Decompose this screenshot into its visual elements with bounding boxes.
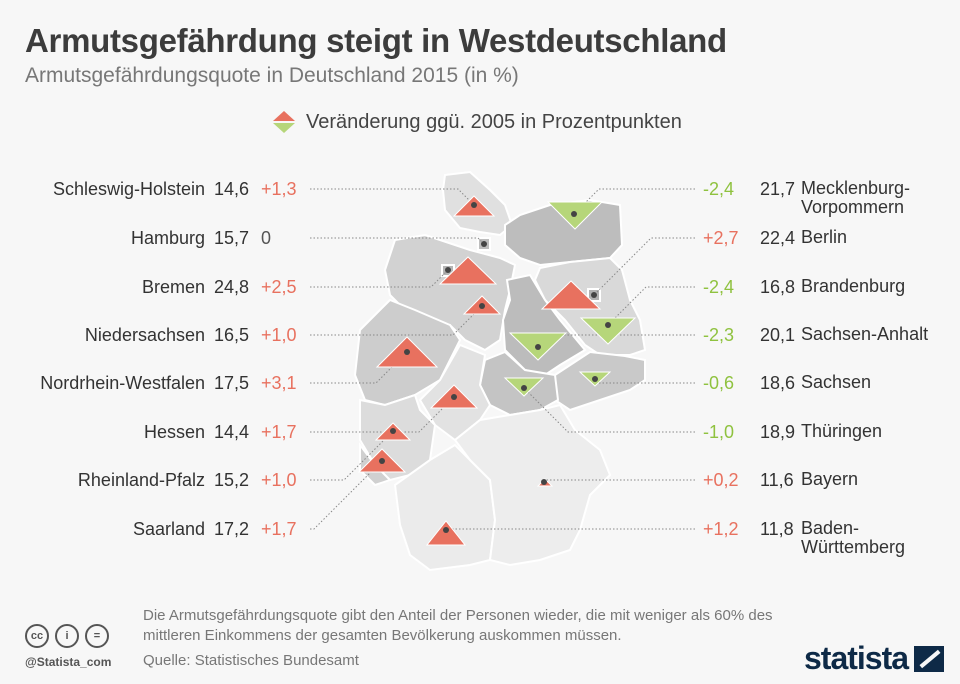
change-value: +1,7 [261, 519, 297, 539]
by-icon: i [55, 624, 79, 648]
poverty-rate: 15,7 [214, 228, 250, 248]
state-name: Sachsen-Anhalt [801, 324, 929, 344]
poverty-rate: 20,1 [760, 325, 796, 345]
poverty-rate: 22,4 [760, 228, 796, 248]
change-value: +2,5 [261, 277, 297, 297]
leader-line [310, 237, 485, 245]
leader-line [310, 269, 449, 288]
state-name: Hessen [143, 422, 205, 442]
change-value: 0 [261, 228, 272, 248]
state-dot [571, 211, 577, 217]
leader-line [607, 286, 695, 326]
poverty-rate: 21,7 [760, 179, 796, 199]
state-dot [445, 267, 451, 273]
legend-label: Veränderung ggü. 2005 in Prozentpunkten [306, 110, 682, 133]
change-value: +1,3 [261, 179, 297, 199]
state-dot [535, 344, 541, 350]
change-value: -1,0 [703, 422, 735, 442]
poverty-rate: 17,5 [214, 373, 250, 393]
poverty-rate: 14,4 [214, 422, 250, 442]
change-value: -0,6 [703, 373, 735, 393]
logo-text: statista [804, 640, 909, 676]
state-dot [521, 385, 527, 391]
poverty-rate: 11,8 [760, 519, 794, 539]
subtitle: Armutsgefährdungsquote in Deutschland 20… [25, 64, 519, 87]
license-icons: cc i = [25, 624, 109, 648]
change-value: -2,4 [703, 277, 735, 297]
source: Quelle: Statistisches Bundesamt [143, 652, 359, 669]
state-region-by [453, 403, 612, 567]
state-name: Hamburg [130, 228, 205, 248]
state-dot [591, 292, 597, 298]
change-value: +3,1 [261, 373, 297, 393]
poverty-rate: 11,6 [760, 470, 794, 490]
change-value: +2,7 [703, 228, 739, 248]
leader-line [310, 430, 394, 481]
state-dot [481, 241, 487, 247]
logo-mark-icon [914, 645, 945, 672]
poverty-rate: 16,8 [760, 277, 796, 297]
state-dot [443, 527, 449, 533]
poverty-rate: 15,2 [214, 470, 250, 490]
state-name: Sachsen [801, 372, 872, 392]
legend-triangle-icon [273, 111, 295, 133]
page-title: Armutsgefährdung steigt in Westdeutschla… [25, 22, 727, 59]
state-name: Niedersachsen [84, 325, 205, 345]
state-dot [379, 458, 385, 464]
increase-triangle [438, 256, 498, 285]
legend: Veränderung ggü. 2005 in Prozentpunkten [272, 110, 682, 134]
change-value: +1,2 [703, 519, 739, 539]
state-name: Rheinland-Pfalz [77, 470, 205, 490]
statista-logo[interactable]: statista [804, 640, 945, 677]
state-name: Mecklenburg- Vorpommern [801, 178, 911, 217]
change-value: -2,3 [703, 325, 735, 345]
leader-line [593, 237, 695, 296]
footnote: Die Armutsgefährdungsquote gibt den Ante… [143, 607, 773, 644]
state-name: Brandenburg [801, 276, 906, 296]
change-value: -2,4 [703, 179, 735, 199]
state-name: Schleswig-Holstein [52, 179, 205, 199]
statista-handle: @Statista_com [25, 655, 112, 669]
cc-icon: cc [25, 624, 49, 648]
change-value: +0,2 [703, 470, 739, 490]
leader-line [310, 188, 475, 206]
state-name: Bayern [801, 469, 859, 489]
leader-line [310, 460, 383, 530]
state-dot [471, 202, 477, 208]
poverty-rate: 16,5 [214, 325, 250, 345]
leader-line [594, 378, 695, 384]
state-dot [390, 428, 396, 434]
nd-icon: = [85, 624, 109, 648]
poverty-rate: 18,9 [760, 422, 796, 442]
state-region-mv [504, 198, 624, 267]
increase-triangle [540, 280, 602, 310]
change-value: +1,0 [261, 470, 297, 490]
leader-line [523, 387, 695, 433]
state-dot [541, 479, 547, 485]
state-dot [404, 349, 410, 355]
poverty-rate: 18,6 [760, 373, 796, 393]
state-dot [592, 376, 598, 382]
state-name: Saarland [132, 519, 205, 539]
state-name: Bremen [141, 277, 205, 297]
state-name: Berlin [801, 227, 848, 247]
state-dot [479, 303, 485, 309]
leader-line [310, 396, 455, 433]
state-region-st [501, 273, 587, 377]
change-value: +1,7 [261, 422, 297, 442]
state-dot [605, 322, 611, 328]
state-name: Thüringen [801, 421, 883, 441]
decrease-triangle [579, 317, 637, 345]
poverty-rate: 17,2 [214, 519, 250, 539]
poverty-rate: 24,8 [214, 277, 250, 297]
state-name: Baden- Württemberg [801, 518, 906, 557]
poverty-rate: 14,6 [214, 179, 250, 199]
state-dot [451, 394, 457, 400]
change-value: +1,0 [261, 325, 297, 345]
state-name: Nordrhein-Westfalen [40, 373, 205, 393]
